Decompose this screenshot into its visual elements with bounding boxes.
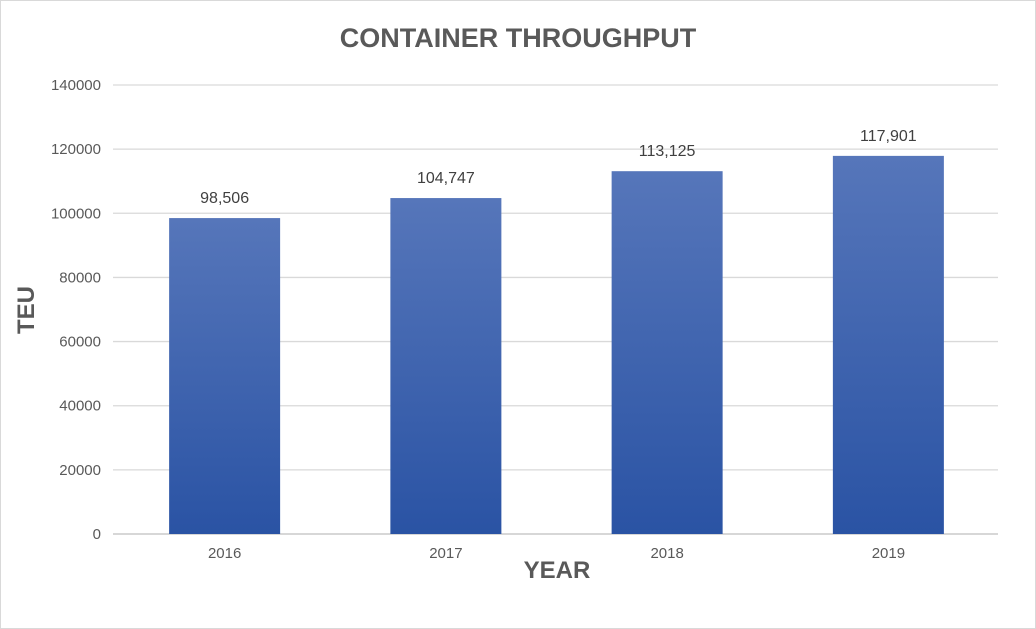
- data-label: 98,506: [200, 190, 249, 207]
- x-tick-label: 2018: [650, 545, 683, 562]
- y-tick-label: 20000: [59, 462, 101, 479]
- x-tick-label: 2016: [208, 545, 241, 562]
- y-axis-title: TEU: [13, 286, 40, 334]
- x-tick-label: 2019: [872, 545, 905, 562]
- x-tick-label: 2017: [429, 545, 462, 562]
- chart-title: CONTAINER THROUGHPUT: [340, 23, 697, 53]
- x-axis-title: YEAR: [524, 557, 591, 584]
- y-tick-label: 40000: [59, 398, 101, 415]
- y-tick-label: 140000: [51, 77, 101, 94]
- y-tick-label: 100000: [51, 205, 101, 222]
- bar-2018: [611, 171, 723, 535]
- bar-2017: [390, 198, 502, 534]
- bar-2019: [832, 155, 944, 535]
- y-tick-label: 60000: [59, 334, 101, 351]
- bar-2016: [169, 218, 281, 534]
- data-label: 117,901: [860, 128, 917, 145]
- data-label: 113,125: [639, 143, 696, 160]
- y-tick-label: 0: [93, 526, 101, 543]
- y-tick-label: 80000: [59, 269, 101, 286]
- data-label: 104,747: [417, 170, 475, 187]
- y-tick-label: 120000: [51, 141, 101, 158]
